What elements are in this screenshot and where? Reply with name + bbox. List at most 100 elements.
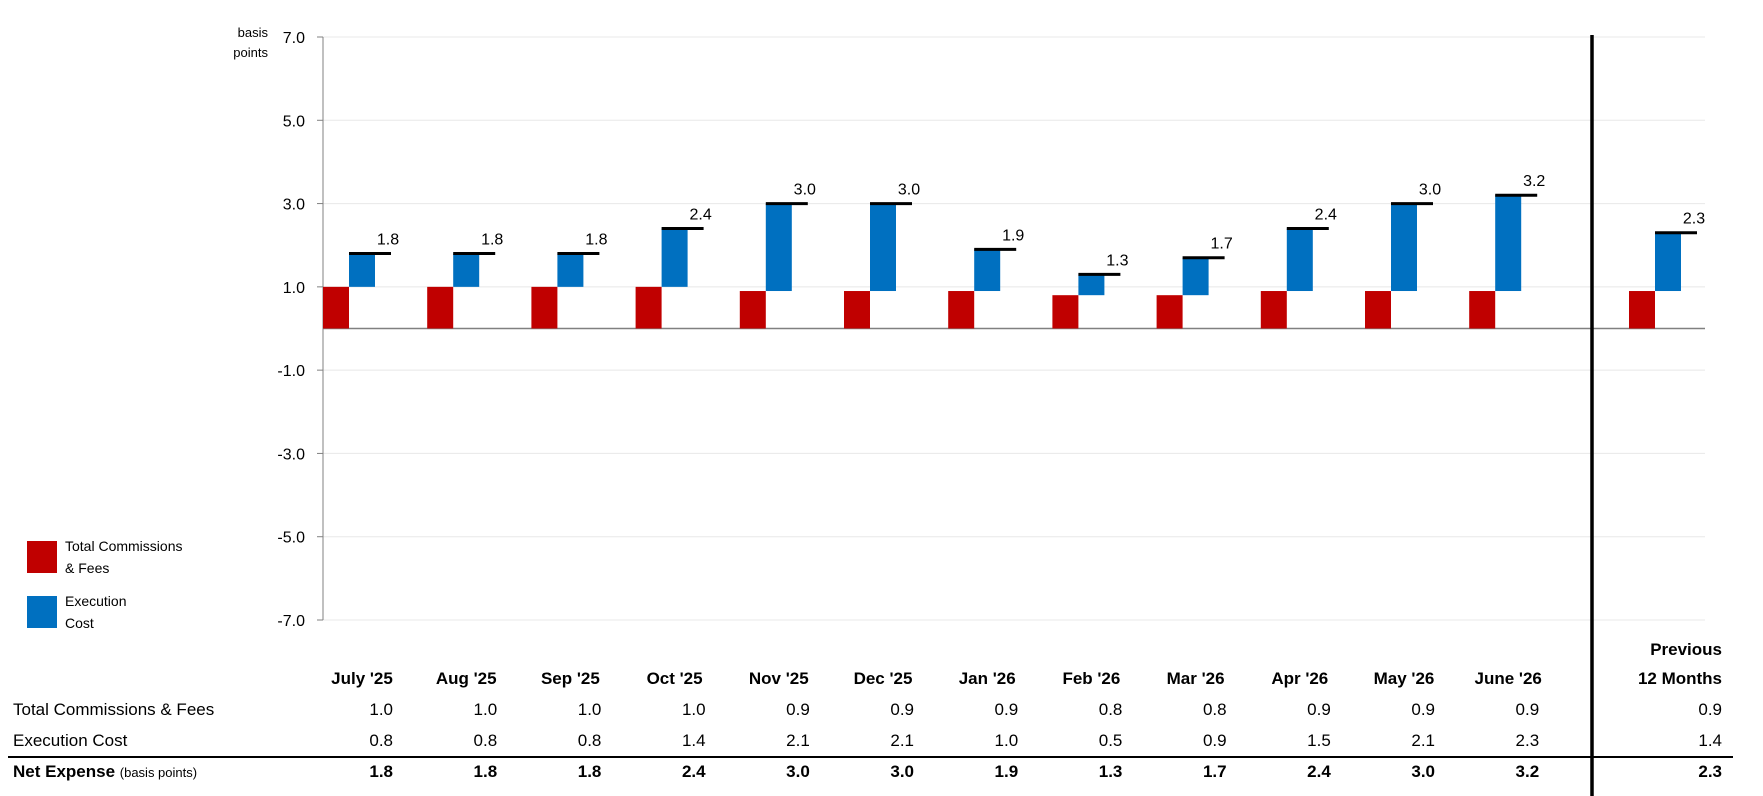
net-expense-cell: 3.0 bbox=[786, 762, 810, 781]
table-row-label: Execution Cost bbox=[13, 731, 128, 750]
table-cell: 0.9 bbox=[1516, 700, 1540, 719]
column-header: Feb '26 bbox=[1062, 669, 1120, 688]
column-header: Mar '26 bbox=[1167, 669, 1225, 688]
net-expense-cell: 2.4 bbox=[1307, 762, 1331, 781]
bar-execution-cost bbox=[557, 253, 584, 287]
y-tick-label: -7.0 bbox=[277, 613, 305, 630]
data-labels: 1.8 1.8 1.8 2.4 3.0 3.0 1.9 1.3 1.7 2.4 3.0 3.2 2.3 bbox=[377, 173, 1705, 269]
net-expense-label: 1.8 bbox=[377, 232, 399, 249]
bar-total-commissions-fees bbox=[1365, 291, 1391, 329]
bar-total-commissions-fees bbox=[844, 291, 870, 329]
y-tick-label: 5.0 bbox=[283, 113, 305, 130]
net-expense-cell: 1.9 bbox=[995, 762, 1019, 781]
net-expense-cell: 1.8 bbox=[578, 762, 602, 781]
bar-total-commissions-fees bbox=[635, 286, 662, 329]
column-header: July '25 bbox=[331, 669, 393, 688]
legend-swatch-execution-cost bbox=[27, 596, 57, 628]
net-expense-cell: 3.0 bbox=[890, 762, 914, 781]
bar-execution-cost bbox=[1182, 257, 1209, 296]
net-expense-cell: 3.2 bbox=[1516, 762, 1540, 781]
bar-execution-cost bbox=[1391, 203, 1417, 292]
y-tick-label: -3.0 bbox=[277, 446, 305, 463]
column-header: Nov '25 bbox=[749, 669, 809, 688]
column-header: Oct '25 bbox=[647, 669, 703, 688]
bar-execution-cost bbox=[765, 203, 792, 292]
table-cell: 1.0 bbox=[369, 700, 393, 719]
legend-label-execution-cost-line1: Execution bbox=[65, 593, 126, 609]
net-expense-label: 1.3 bbox=[1106, 252, 1128, 269]
bar-execution-cost bbox=[661, 228, 688, 287]
legend-label-total-commissions-fees-line2: & Fees bbox=[65, 560, 109, 576]
table-cell: 2.1 bbox=[786, 731, 810, 750]
y-axis-unit-line2: points bbox=[233, 45, 268, 60]
column-header: Sep '25 bbox=[541, 669, 600, 688]
table-cell-summary: 0.9 bbox=[1698, 700, 1722, 719]
column-header: May '26 bbox=[1374, 669, 1435, 688]
table-cell: 1.0 bbox=[578, 700, 602, 719]
bar-execution-cost bbox=[349, 253, 375, 287]
column-header: Apr '26 bbox=[1271, 669, 1328, 688]
net-expense-label: 3.2 bbox=[1523, 173, 1545, 190]
table-cell: 2.1 bbox=[1411, 731, 1435, 750]
legend-swatch-total-commissions-fees bbox=[27, 541, 57, 573]
legend: Total Commissions & Fees Execution Cost bbox=[27, 538, 182, 631]
net-expense-label: 3.0 bbox=[898, 182, 920, 199]
net-expense-row-label: Net Expense (basis points) bbox=[13, 762, 197, 781]
table-cell: 0.9 bbox=[1411, 700, 1435, 719]
table-row-label: Total Commissions & Fees bbox=[13, 700, 214, 719]
table-cell: 1.0 bbox=[995, 731, 1019, 750]
bar-total-commissions-fees bbox=[1156, 295, 1183, 329]
column-header: Dec '25 bbox=[854, 669, 913, 688]
data-table: July '25 Aug '25 Sep '25 Oct '25 Nov '25 Dec … bbox=[8, 640, 1733, 781]
bar-execution-cost bbox=[1495, 195, 1522, 292]
net-expense-cell: 3.0 bbox=[1411, 762, 1435, 781]
net-expense-label: 1.9 bbox=[1002, 227, 1024, 244]
net-expense-label: 2.3 bbox=[1683, 211, 1705, 228]
bar-total-commissions-fees bbox=[739, 291, 766, 329]
bar-execution-cost bbox=[1286, 228, 1313, 292]
bar-total-commissions-fees bbox=[531, 286, 558, 329]
table-cell: 0.5 bbox=[1099, 731, 1123, 750]
table-cell: 1.0 bbox=[474, 700, 498, 719]
bar-total-commissions-fees bbox=[1629, 291, 1655, 329]
net-expense-cell: 1.3 bbox=[1099, 762, 1123, 781]
column-header: Aug '25 bbox=[436, 669, 497, 688]
column-header: June '26 bbox=[1475, 669, 1542, 688]
legend-label-total-commissions-fees-line1: Total Commissions bbox=[65, 538, 182, 554]
bars bbox=[323, 35, 1697, 796]
net-expense-cell-summary: 2.3 bbox=[1698, 762, 1722, 781]
table-cell: 0.8 bbox=[578, 731, 602, 750]
table-cell: 1.5 bbox=[1307, 731, 1331, 750]
table-cell: 1.0 bbox=[682, 700, 706, 719]
table-cell: 0.9 bbox=[890, 700, 914, 719]
y-tick-label: 1.0 bbox=[283, 280, 305, 297]
net-expense-cell: 1.8 bbox=[474, 762, 498, 781]
net-expense-label: 2.4 bbox=[689, 207, 711, 224]
legend-label-execution-cost-line2: Cost bbox=[65, 615, 94, 631]
table-cell: 0.8 bbox=[474, 731, 498, 750]
bar-total-commissions-fees bbox=[1052, 295, 1079, 329]
bar-execution-cost bbox=[870, 203, 896, 292]
y-tick-label: -1.0 bbox=[277, 363, 305, 380]
net-expense-label: 1.8 bbox=[481, 232, 503, 249]
net-expense-row-unit: (basis points) bbox=[120, 765, 197, 780]
bar-execution-cost bbox=[1655, 232, 1681, 292]
y-tick-label: 3.0 bbox=[283, 197, 305, 214]
table-cell: 0.9 bbox=[1307, 700, 1331, 719]
bar-total-commissions-fees bbox=[1469, 291, 1496, 329]
table-cell: 0.8 bbox=[369, 731, 393, 750]
bar-total-commissions-fees bbox=[948, 291, 975, 329]
table-cell: 0.8 bbox=[1099, 700, 1123, 719]
table-cell-summary: 1.4 bbox=[1698, 731, 1722, 750]
net-expense-label: 1.7 bbox=[1210, 236, 1232, 253]
table-cell: 0.9 bbox=[786, 700, 810, 719]
y-tick-label: -5.0 bbox=[277, 530, 305, 547]
bar-total-commissions-fees bbox=[323, 286, 349, 329]
net-expense-cell: 1.8 bbox=[369, 762, 393, 781]
net-expense-row-title: Net Expense bbox=[13, 762, 120, 781]
net-expense-label: 2.4 bbox=[1315, 207, 1337, 224]
summary-header-line1: Previous bbox=[1650, 640, 1722, 659]
net-expense-cell: 1.7 bbox=[1203, 762, 1227, 781]
column-header: Jan '26 bbox=[959, 669, 1016, 688]
